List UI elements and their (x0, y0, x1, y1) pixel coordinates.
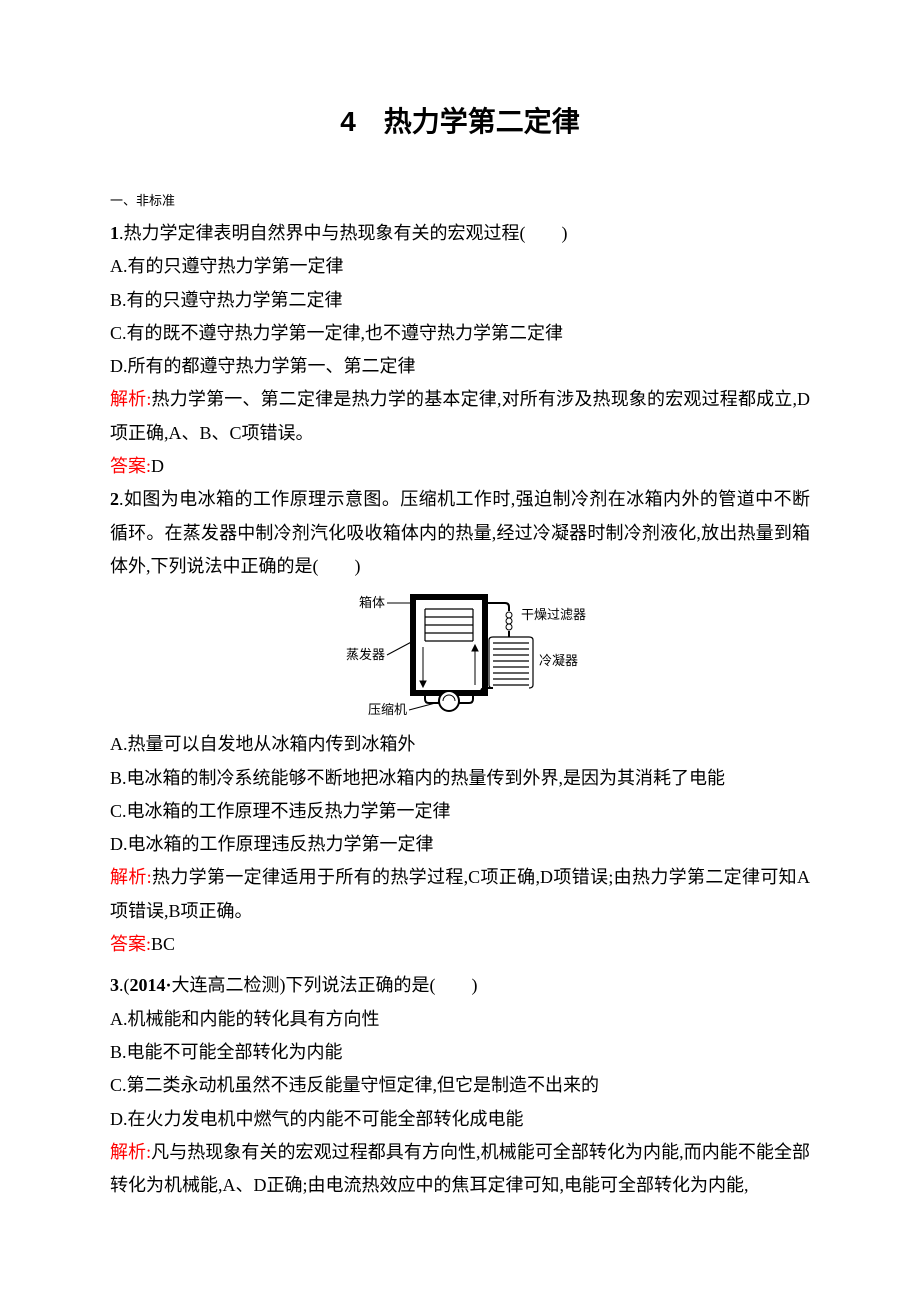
label-condenser: 冷凝器 (539, 653, 578, 668)
label-evaporator: 蒸发器 (346, 647, 385, 662)
answer-label: 答案: (110, 934, 151, 954)
q1-answer-value: D (151, 456, 164, 476)
section-label: 一、非标准 (110, 190, 810, 209)
q3-analysis-body: 凡与热现象有关的宏观过程都具有方向性,机械能可全部转化为内能,而内能不能全部转化… (110, 1142, 810, 1195)
q3-option-c: C.第二类永动机虽然不违反能量守恒定律,但它是制造不出来的 (110, 1069, 810, 1102)
fridge-body (413, 597, 485, 693)
q2-option-b: B.电冰箱的制冷系统能够不断地把冰箱内的热量传到外界,是因为其消耗了电能 (110, 762, 810, 795)
q2-stem-text: .如图为电冰箱的工作原理示意图。压缩机工作时,强迫制冷剂在冰箱内外的管道中不断循… (110, 489, 810, 576)
q2-option-c: C.电冰箱的工作原理不违反热力学第一定律 (110, 795, 810, 828)
q2-answer-value: BC (151, 934, 175, 954)
pipe-top (485, 603, 509, 611)
q1-number: 1 (110, 223, 119, 243)
q1-stem: 1.热力学定律表明自然界中与热现象有关的宏观过程( ) (110, 217, 810, 250)
label-compressor: 压缩机 (368, 702, 407, 717)
q3-stem: 3.(2014·大连高二检测)下列说法正确的是( ) (110, 969, 810, 1002)
q3-option-a: A.机械能和内能的转化具有方向性 (110, 1003, 810, 1036)
q1-option-d: D.所有的都遵守热力学第一、第二定律 (110, 350, 810, 383)
q2-stem: 2.如图为电冰箱的工作原理示意图。压缩机工作时,强迫制冷剂在冰箱内外的管道中不断… (110, 483, 810, 583)
q1-stem-text: .热力学定律表明自然界中与热现象有关的宏观过程( ) (119, 223, 568, 243)
q3-option-b: B.电能不可能全部转化为内能 (110, 1036, 810, 1069)
label-filter: 干燥过滤器 (521, 607, 586, 622)
q3-number: 3 (110, 975, 119, 995)
q1-option-c: C.有的既不遵守热力学第一定律,也不遵守热力学第二定律 (110, 317, 810, 350)
fridge-diagram: 箱体 蒸发器 压缩机 (110, 589, 810, 724)
q1-analysis-body: 热力学第一、第二定律是热力学的基本定律,对所有涉及热现象的宏观过程都成立,D项正… (110, 389, 810, 442)
analysis-label: 解析: (110, 867, 152, 887)
q1-analysis: 解析:热力学第一、第二定律是热力学的基本定律,对所有涉及热现象的宏观过程都成立,… (110, 383, 810, 450)
analysis-label: 解析: (110, 389, 151, 409)
q2-analysis: 解析:热力学第一定律适用于所有的热学过程,C项正确,D项错误;由热力学第二定律可… (110, 861, 810, 928)
filter-coil (506, 612, 512, 630)
document-page: 4 热力学第二定律 一、非标准 1.热力学定律表明自然界中与热现象有关的宏观过程… (0, 0, 920, 1262)
q2-number: 2 (110, 489, 119, 509)
q3-analysis: 解析:凡与热现象有关的宏观过程都具有方向性,机械能可全部转化为内能,而内能不能全… (110, 1136, 810, 1203)
compressor-icon (439, 691, 459, 711)
q2-answer: 答案:BC (110, 928, 810, 961)
page-title: 4 热力学第二定律 (110, 100, 810, 140)
q1-option-b: B.有的只遵守热力学第二定律 (110, 284, 810, 317)
q2-option-a: A.热量可以自发地从冰箱内传到冰箱外 (110, 728, 810, 761)
q1-answer: 答案:D (110, 450, 810, 483)
q2-analysis-body: 热力学第一定律适用于所有的热学过程,C项正确,D项错误;由热力学第二定律可知A项… (110, 867, 810, 920)
answer-label: 答案: (110, 456, 151, 476)
q2-option-d: D.电冰箱的工作原理违反热力学第一定律 (110, 828, 810, 861)
q3-option-d: D.在火力发电机中燃气的内能不可能全部转化成电能 (110, 1103, 810, 1136)
condenser-coil (489, 637, 533, 688)
label-box: 箱体 (359, 595, 385, 610)
q1-option-a: A.有的只遵守热力学第一定律 (110, 250, 810, 283)
analysis-label: 解析: (110, 1142, 151, 1162)
